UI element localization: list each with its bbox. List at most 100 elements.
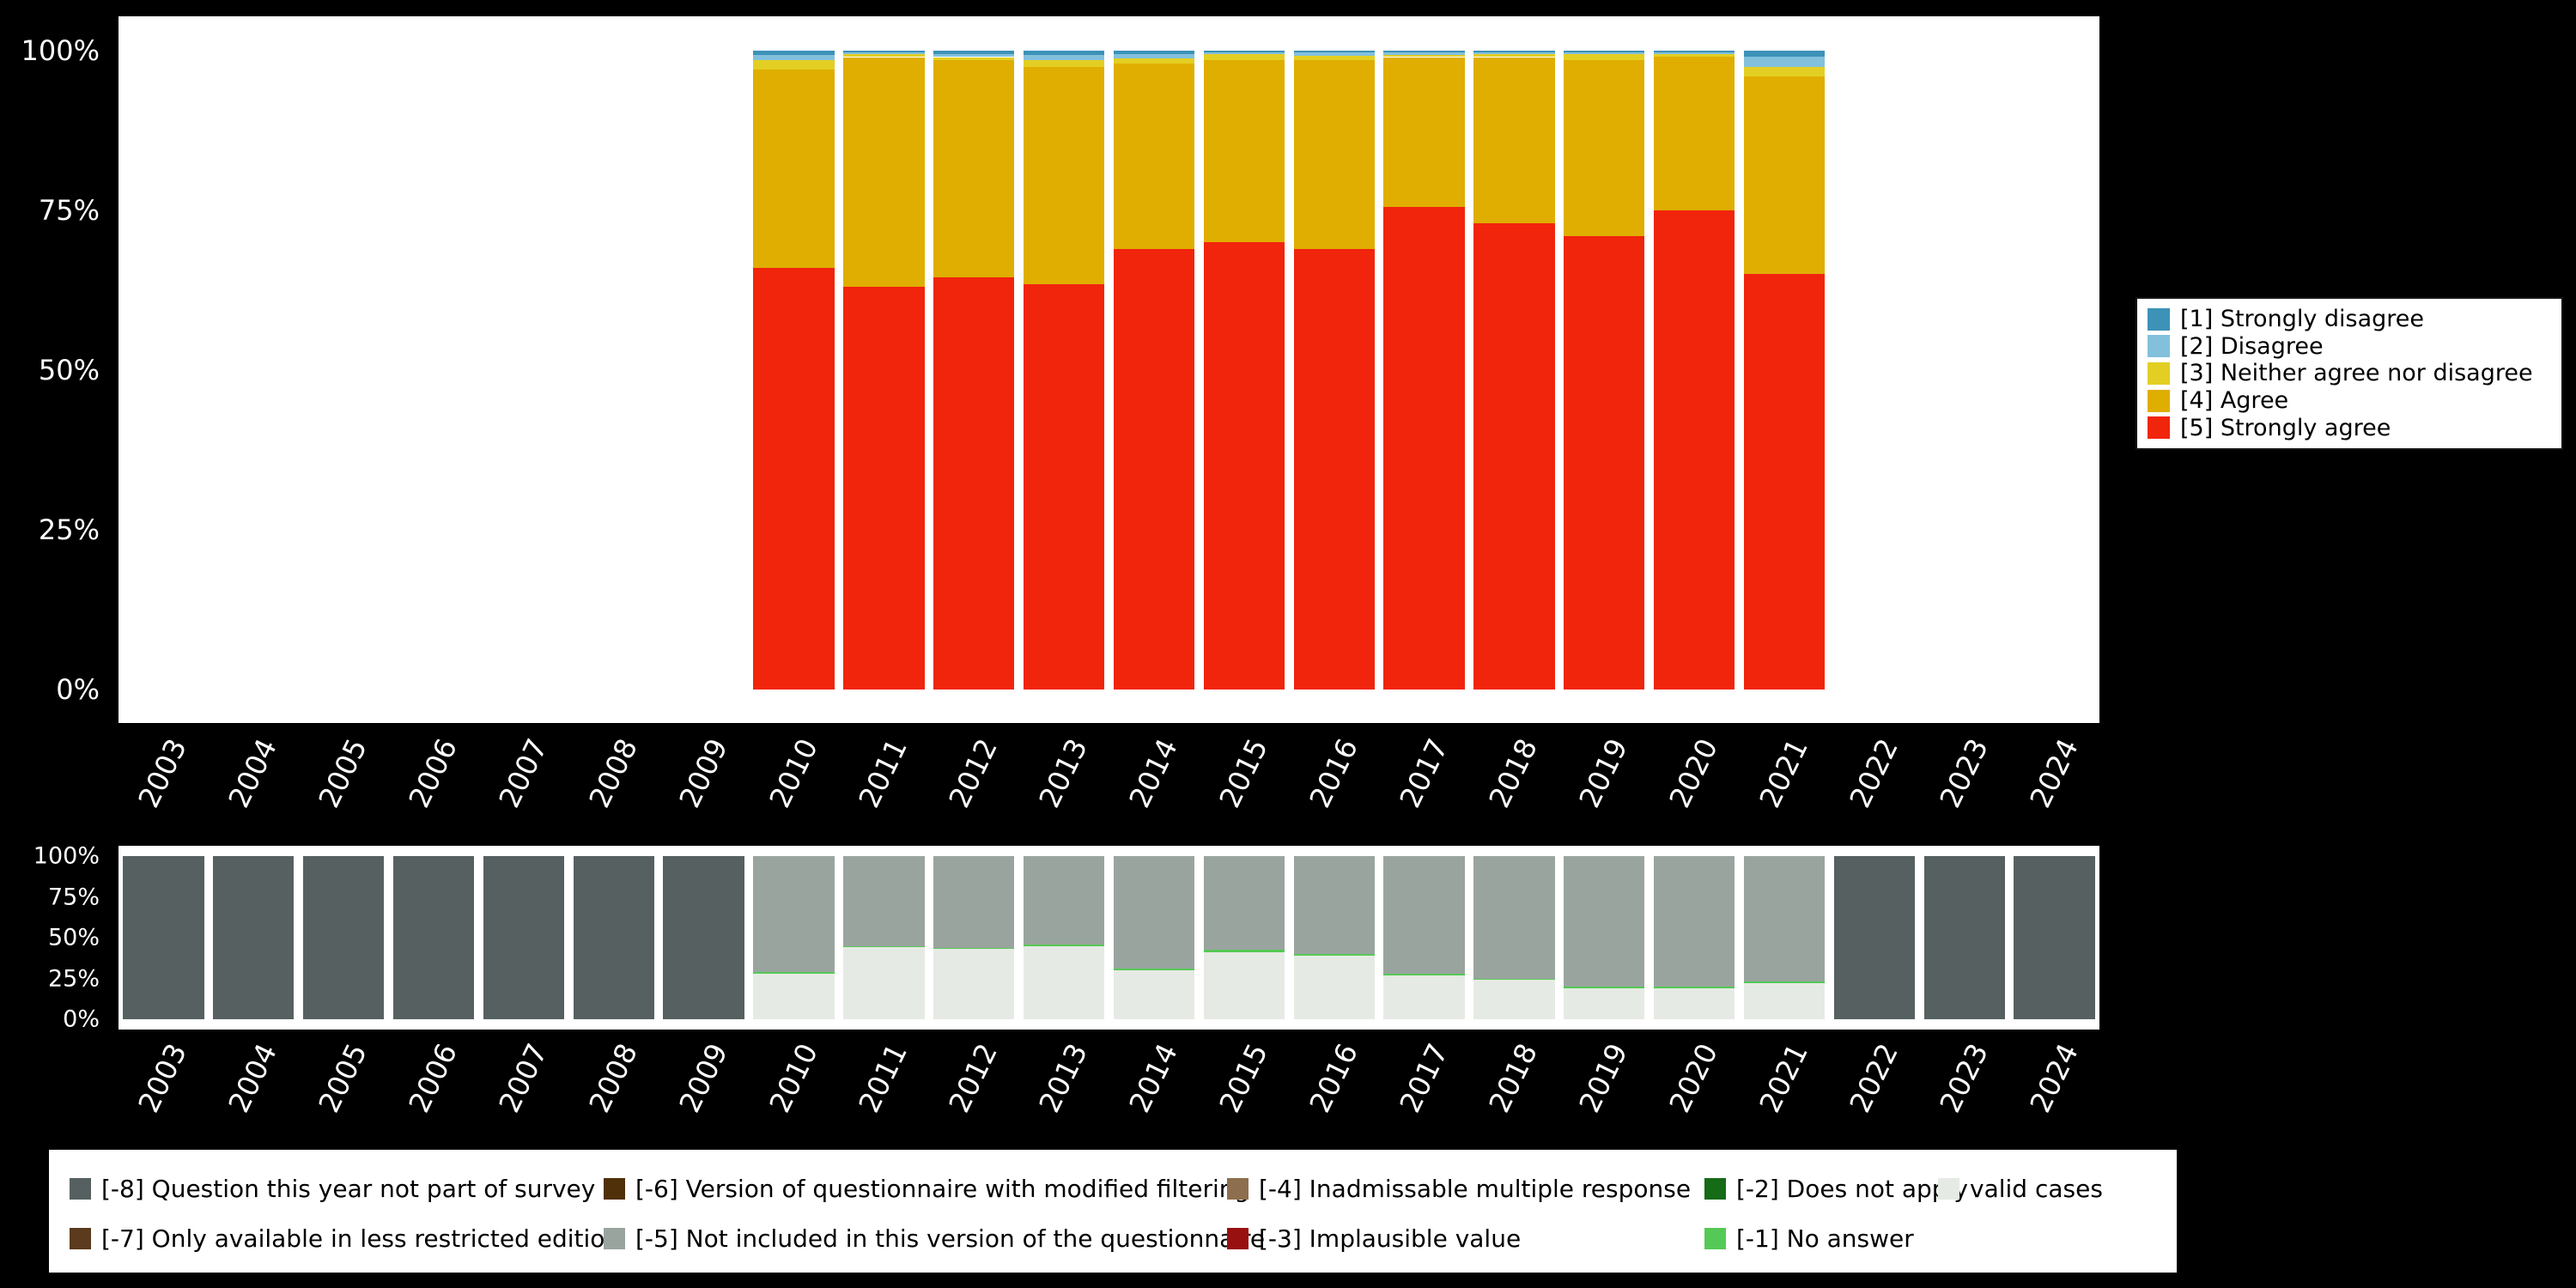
bar-segment — [1203, 60, 1285, 243]
bar-segment — [1653, 987, 1735, 1019]
legend-item-label: valid cases — [1970, 1174, 2103, 1203]
bar-segment — [1923, 856, 2005, 1019]
legend-item-label: [-1] No answer — [1736, 1224, 1914, 1253]
bar-segment — [1473, 52, 1555, 54]
legend-item-label: [2] Disagree — [2180, 332, 2324, 360]
bar-segment — [1383, 51, 1465, 53]
bar-segment — [933, 949, 1015, 1019]
bar-segment — [1743, 983, 1826, 1019]
bar-segment — [753, 973, 835, 1019]
bar-segment — [1023, 51, 1105, 56]
y-tick-label: 100% — [21, 34, 100, 67]
bar-segment — [573, 856, 654, 1019]
legend-color-swatch — [2148, 389, 2170, 412]
missing-values-plot-area — [118, 855, 2099, 1019]
bar-segment — [1473, 57, 1555, 223]
bar-segment — [1203, 950, 1285, 953]
legend-color-swatch — [70, 1177, 91, 1200]
bar-segment — [1564, 51, 1645, 52]
y-tick-label: 0% — [56, 673, 100, 706]
bar-segment — [1023, 283, 1105, 690]
bar-segment — [2014, 856, 2095, 1019]
bar-segment — [843, 57, 925, 288]
bar-segment — [1293, 60, 1375, 249]
legend-item: [-7] Only available in less restricted e… — [70, 1218, 620, 1258]
bar-segment — [1743, 981, 1826, 984]
bar-segment — [1383, 54, 1465, 58]
legend-item-label: [-4] Inadmissable multiple response — [1259, 1174, 1692, 1203]
legend-item: [-4] Inadmissable multiple response — [1227, 1169, 1691, 1208]
bar-segment — [1743, 274, 1826, 690]
bar-segment — [1203, 52, 1285, 54]
legend-color-swatch — [2148, 416, 2170, 440]
legend-color-swatch — [70, 1227, 91, 1249]
bar-segment — [843, 287, 925, 690]
bar-segment — [1293, 856, 1375, 954]
bar-segment — [1293, 954, 1375, 956]
distribution-plot-area — [118, 51, 2099, 690]
bar-segment — [1023, 60, 1105, 67]
legend-color-swatch — [1704, 1177, 1726, 1200]
bar-segment — [1833, 856, 1916, 1019]
legend-item-label: [-2] Does not apply — [1736, 1174, 1968, 1203]
bar-segment — [1743, 51, 1826, 58]
legend-item-label: [-8] Question this year not part of surv… — [101, 1174, 596, 1203]
bar-segment — [753, 971, 835, 974]
bar-segment — [1653, 856, 1735, 987]
bar-segment — [1383, 52, 1465, 55]
bar-segment — [392, 856, 475, 1019]
missing-categories-legend: [-8] Question this year not part of surv… — [49, 1150, 2177, 1273]
bar-segment — [1023, 945, 1105, 1019]
bar-segment — [1023, 856, 1105, 945]
bar-segment — [843, 945, 925, 948]
bar-segment — [1293, 52, 1375, 56]
bar-segment — [753, 55, 835, 61]
distribution-y-axis: 100% 75% 50% 25% 0% — [0, 0, 110, 1288]
bar-segment — [1564, 987, 1645, 1019]
legend-item-label: [5] Strongly agree — [2180, 414, 2391, 441]
bar-segment — [1023, 945, 1105, 946]
legend-color-swatch — [2148, 361, 2170, 385]
bar-segment — [1113, 51, 1195, 54]
bar-segment — [1113, 856, 1195, 969]
legend-color-swatch — [2148, 335, 2170, 358]
bar-segment — [933, 57, 1015, 61]
legend-color-swatch — [2148, 307, 2170, 331]
legend-color-swatch — [1704, 1227, 1726, 1249]
legend-item-label: [-3] Implausible value — [1259, 1224, 1522, 1253]
bar-segment — [1743, 57, 1826, 67]
bar-segment — [1023, 66, 1105, 284]
bar-segment — [933, 51, 1015, 54]
bar-segment — [1473, 856, 1555, 979]
bar-segment — [1743, 856, 1826, 982]
legend-item: [4] Agree — [2148, 387, 2551, 414]
bar-segment — [1113, 53, 1195, 58]
bar-segment — [1653, 57, 1735, 210]
legend-color-swatch — [1227, 1177, 1249, 1200]
bar-segment — [1473, 53, 1555, 58]
bar-segment — [1564, 235, 1645, 690]
bar-segment — [1293, 56, 1375, 61]
bar-segment — [1653, 51, 1735, 52]
bar-segment — [1113, 969, 1195, 970]
legend-item: [-1] No answer — [1704, 1218, 1914, 1258]
bar-segment — [1293, 248, 1375, 690]
y-tick-label: 50% — [47, 924, 100, 951]
bar-segment — [1564, 60, 1645, 236]
missing-values-chart-panel — [118, 846, 2099, 1030]
bar-segment — [123, 856, 204, 1019]
y-tick-label: 0% — [63, 1005, 100, 1033]
y-tick-label: 25% — [47, 965, 100, 992]
bar-segment — [483, 856, 565, 1019]
y-tick-label: 25% — [38, 513, 100, 546]
bar-segment — [1023, 55, 1105, 61]
bar-segment — [1473, 222, 1555, 690]
legend-color-swatch — [604, 1227, 625, 1249]
legend-item-label: [-6] Version of questionnaire with modif… — [635, 1174, 1250, 1203]
bar-segment — [753, 51, 835, 56]
legend-item: valid cases — [1938, 1169, 2103, 1208]
y-tick-label: 75% — [38, 194, 100, 227]
legend-color-swatch — [1227, 1227, 1249, 1249]
bar-segment — [1653, 210, 1735, 690]
